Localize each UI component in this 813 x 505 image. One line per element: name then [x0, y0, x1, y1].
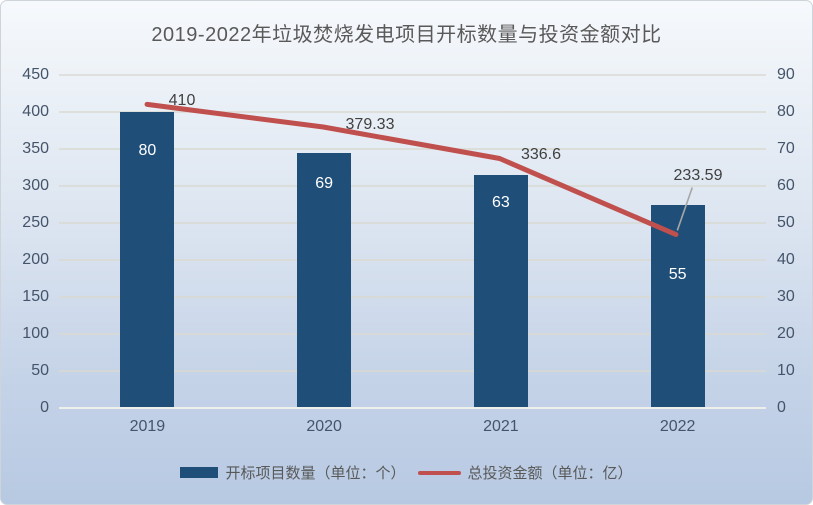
left-axis-tick-label: 50	[31, 362, 49, 379]
legend-bar-swatch-icon	[180, 467, 219, 478]
x-axis-label-2020: 2020	[306, 418, 342, 435]
line-point-label: 379.33	[345, 116, 395, 133]
line-point-label: 410	[168, 92, 196, 109]
right-axis-tick-label: 80	[777, 103, 795, 120]
legend: 开标项目数量（单位：个） 总投资金额（单位：亿）	[1, 462, 812, 483]
right-axis-tick-label: 70	[777, 140, 795, 157]
bar-value-label: 80	[138, 142, 157, 159]
legend-label-bid-count: 开标项目数量（单位：个）	[225, 465, 406, 482]
left-axis-tick-label: 400	[22, 103, 49, 120]
x-axis-label-2022: 2022	[659, 418, 696, 435]
left-axis-tick-label: 450	[22, 66, 49, 83]
right-axis-tick-label: 60	[777, 177, 795, 194]
right-axis-tick-label: 30	[777, 288, 795, 305]
gridline	[59, 259, 766, 261]
right-axis-tick-label: 20	[777, 325, 795, 342]
bar-2022	[650, 204, 705, 407]
legend-label-investment: 总投资金额（单位：亿）	[467, 465, 633, 482]
right-axis-tick-label: 90	[777, 66, 795, 83]
bar-value-label: 63	[491, 193, 510, 211]
x-axis-label-2019: 2019	[129, 418, 166, 435]
left-axis-tick-label: 350	[22, 140, 49, 157]
legend-line-swatch-icon	[417, 470, 461, 475]
left-axis-tick-label: 150	[22, 288, 49, 305]
right-axis-tick-label: 0	[777, 399, 786, 416]
left-axis-tick-label: 0	[40, 399, 49, 416]
x-axis-label-2021: 2021	[483, 418, 519, 435]
left-axis-tick-label: 300	[22, 177, 49, 194]
legend-item-bid-count: 开标项目数量（单位：个）	[180, 462, 406, 483]
left-axis-tick-label: 100	[22, 325, 49, 342]
legend-item-investment: 总投资金额（单位：亿）	[417, 462, 633, 483]
bar-value-label: 55	[668, 265, 687, 283]
right-axis-tick-label: 50	[777, 214, 795, 231]
gridline	[59, 370, 766, 372]
left-axis-tick-label: 200	[22, 251, 49, 268]
line-point-label: 233.59	[673, 167, 723, 184]
bar-value-label: 69	[315, 174, 334, 192]
gridline	[59, 407, 766, 409]
line-point-label: 336.6	[520, 146, 562, 163]
gridline	[59, 296, 766, 298]
right-axis-tick-label: 40	[777, 251, 795, 268]
gridline	[59, 333, 766, 335]
left-axis-tick-label: 250	[22, 214, 49, 231]
gridline	[59, 74, 766, 76]
chart-title: 2019-2022年垃圾焚烧发电项目开标数量与投资金额对比	[151, 24, 662, 46]
right-axis-tick-label: 10	[777, 362, 795, 379]
